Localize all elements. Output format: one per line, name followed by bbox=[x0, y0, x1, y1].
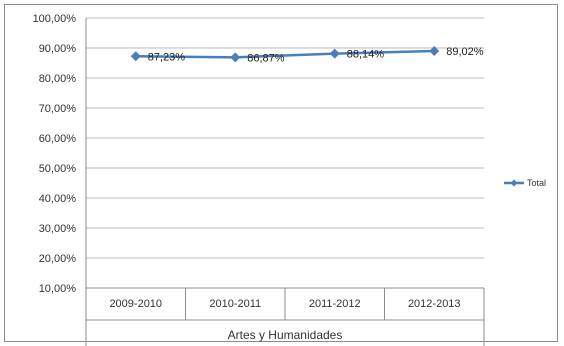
series-line-total bbox=[135, 49, 435, 59]
y-tick-label: 60,00% bbox=[39, 133, 77, 145]
y-tick-label: 20,00% bbox=[39, 253, 77, 265]
y-tick-label: 90,00% bbox=[39, 43, 77, 55]
legend-marker-total bbox=[510, 179, 518, 187]
y-tick-label: 80,00% bbox=[39, 73, 77, 85]
data-point-marker bbox=[130, 51, 141, 62]
x-tick-label: 2011-2012 bbox=[309, 298, 361, 310]
y-tick-label: 100,00% bbox=[33, 13, 77, 25]
chart-frame bbox=[4, 4, 558, 342]
y-tick-label: 10,00% bbox=[39, 283, 77, 295]
data-label: 86,87% bbox=[247, 52, 285, 64]
x-tick-label: 2012-2013 bbox=[408, 298, 461, 310]
data-label: 87,23% bbox=[148, 51, 186, 63]
legend-label-total: Total bbox=[527, 178, 546, 188]
y-tick-label: 40,00% bbox=[39, 193, 77, 205]
category-group-label: Artes y Humanidades bbox=[228, 328, 343, 342]
y-tick-label: 70,00% bbox=[39, 103, 77, 115]
y-tick-label: 50,00% bbox=[39, 163, 77, 175]
x-tick-label: 2010-2011 bbox=[209, 298, 261, 310]
y-tick-label: 30,00% bbox=[39, 223, 77, 235]
data-point-marker bbox=[329, 48, 340, 59]
x-tick-label: 2009-2010 bbox=[109, 298, 162, 310]
data-label: 88,14% bbox=[347, 49, 385, 61]
data-label: 89,02% bbox=[446, 46, 484, 58]
data-point-marker bbox=[230, 52, 241, 63]
data-point-marker bbox=[429, 45, 440, 56]
